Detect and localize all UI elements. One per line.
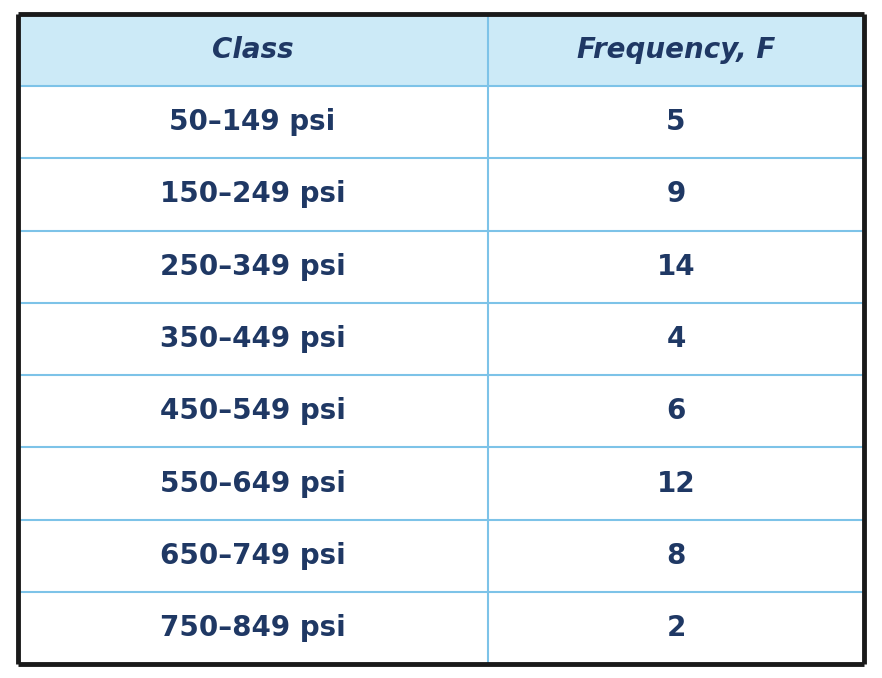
Text: 5: 5	[666, 108, 685, 136]
Bar	[18, 86, 864, 158]
Bar	[18, 303, 864, 375]
Text: 50–149 psi: 50–149 psi	[169, 108, 336, 136]
Text: 450–549 psi: 450–549 psi	[160, 397, 346, 425]
Text: 250–349 psi: 250–349 psi	[160, 253, 346, 281]
Text: 6: 6	[666, 397, 685, 425]
Text: 8: 8	[666, 542, 685, 570]
Text: 12: 12	[657, 470, 695, 498]
Text: 150–249 psi: 150–249 psi	[160, 180, 346, 208]
Text: Class: Class	[212, 36, 294, 64]
Text: 350–449 psi: 350–449 psi	[160, 325, 346, 353]
Text: 650–749 psi: 650–749 psi	[160, 542, 346, 570]
Bar	[18, 375, 864, 447]
Bar	[18, 231, 864, 303]
Text: 2: 2	[666, 614, 685, 642]
Text: 14: 14	[657, 253, 695, 281]
Bar	[18, 447, 864, 520]
Bar	[18, 592, 864, 664]
Bar	[18, 158, 864, 231]
Text: 9: 9	[666, 180, 685, 208]
Text: 550–649 psi: 550–649 psi	[160, 470, 346, 498]
Bar	[18, 520, 864, 592]
Text: 4: 4	[666, 325, 685, 353]
Bar	[18, 14, 864, 86]
Text: 750–849 psi: 750–849 psi	[160, 614, 346, 642]
Text: Frequency, F: Frequency, F	[577, 36, 775, 64]
